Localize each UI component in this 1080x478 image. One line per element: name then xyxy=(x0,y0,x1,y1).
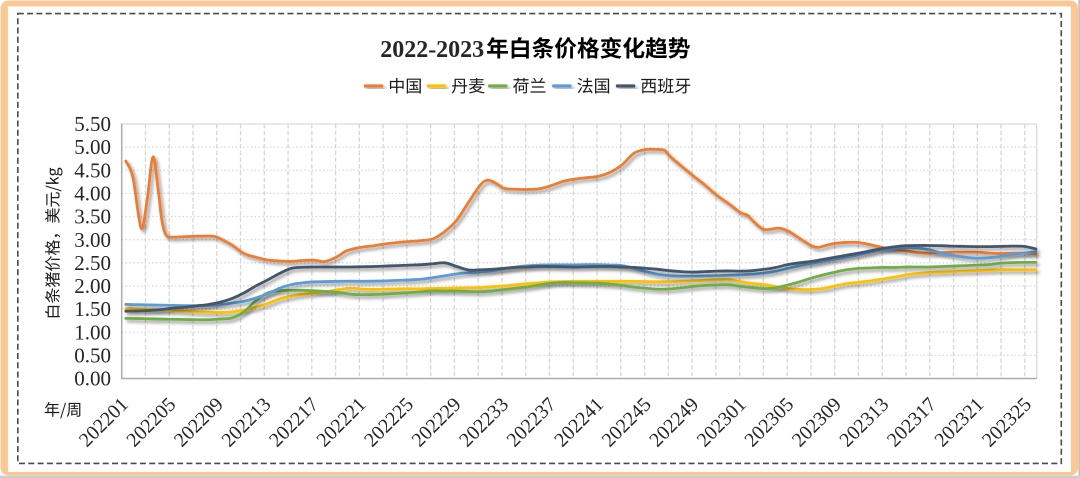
svg-text:3.50: 3.50 xyxy=(74,205,111,229)
svg-text:1.50: 1.50 xyxy=(74,297,111,321)
svg-text:3.00: 3.00 xyxy=(74,228,111,252)
svg-text:4.50: 4.50 xyxy=(74,158,111,182)
svg-text:2.00: 2.00 xyxy=(74,274,111,298)
svg-text:2.50: 2.50 xyxy=(74,251,111,275)
svg-text:5.00: 5.00 xyxy=(74,135,111,159)
svg-text:4.00: 4.00 xyxy=(74,182,111,206)
svg-text:0.50: 0.50 xyxy=(74,344,111,368)
svg-text:0.00: 0.00 xyxy=(74,367,111,391)
svg-text:1.00: 1.00 xyxy=(74,320,111,344)
svg-text:2022-2023: 2022-2023 xyxy=(380,37,484,63)
svg-text:5.50: 5.50 xyxy=(74,112,111,136)
